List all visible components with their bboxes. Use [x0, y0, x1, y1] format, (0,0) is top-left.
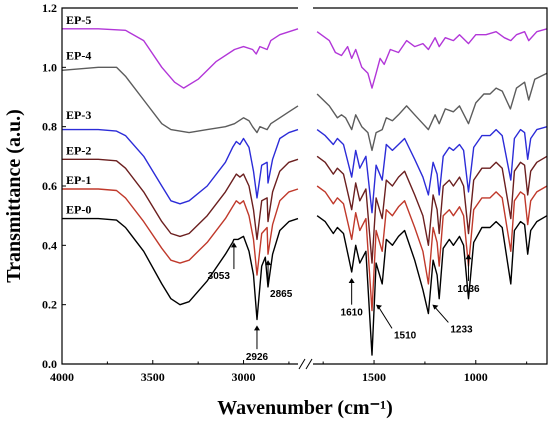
x-tick-label: 3000: [232, 370, 256, 384]
peak-annotation-1610: 1610: [341, 277, 364, 319]
plot-area: 0.0 0.2 0.4 0.6 0.8 1.0 1.2 4000 3500 3000 1500 100…: [42, 1, 548, 384]
annotation-arrowhead: [348, 277, 355, 283]
series-line-ep-5-left: [62, 28, 299, 89]
annotation-label: 2926: [246, 352, 269, 363]
series-label-ep-2: EP-2: [66, 143, 91, 157]
peak-annotation-1510: 1510: [376, 304, 417, 341]
peak-annotation-2926: 2926: [246, 325, 269, 363]
x-tick-label: 3500: [141, 370, 165, 384]
axis-break-mark: [298, 358, 306, 370]
y-tick-label: 0.4: [42, 238, 57, 252]
annotation-label: 1610: [341, 308, 364, 319]
annotation-label: 1233: [450, 324, 473, 335]
annotation-arrowhead: [465, 254, 472, 260]
series-line-ep-0-left: [62, 217, 299, 321]
y-tick-label: 0.2: [42, 298, 57, 312]
series-line-ep-1-left: [62, 188, 299, 276]
y-tick-label: 0.8: [42, 120, 57, 134]
y-tick-label: 1.2: [42, 1, 57, 15]
annotation-label: 1036: [457, 284, 480, 295]
series-layer: [61, 28, 548, 356]
peak-annotation-1233: 1233: [432, 304, 473, 335]
annotation-label: 1510: [394, 330, 417, 341]
annotation-label: 3053: [208, 271, 231, 282]
right-frame: [313, 7, 548, 365]
series-label-ep-4: EP-4: [66, 48, 91, 62]
annotation-arrowhead: [253, 325, 260, 331]
annotation-arrow: [378, 307, 393, 329]
series-label-ep-1: EP-1: [66, 173, 91, 187]
peak-annotation-1036: 1036: [457, 254, 480, 295]
annotation-label: 2865: [270, 289, 293, 300]
x-axis-title: Wavenumber (cm⁻¹): [217, 397, 393, 419]
series-line-ep-2-left: [62, 158, 299, 241]
series-line-ep-1-right: [316, 185, 548, 312]
annotation-arrowhead: [432, 304, 439, 310]
series-line-ep-4-right: [316, 72, 548, 152]
axis-break-mark: [305, 358, 313, 370]
annotation-arrowhead: [376, 304, 383, 310]
series-line-ep-4-left: [61, 66, 299, 134]
y-axis-title: Transmittance (a.u.): [3, 109, 25, 283]
series-labels-layer: EP-5 EP-4 EP-3 EP-2 EP-1 EP-0: [66, 13, 91, 217]
x-tick-label: 1500: [362, 370, 386, 384]
axes-layer: 0.0 0.2 0.4 0.6 0.8 1.0 1.2 4000 3500 3000 1500 100…: [42, 1, 548, 384]
annotation-arrowhead: [265, 260, 272, 266]
series-line-ep-0-right: [316, 215, 548, 356]
series-label-ep-3: EP-3: [66, 108, 91, 122]
peak-annotation-3053: 3053: [208, 242, 237, 282]
series-label-ep-5: EP-5: [66, 13, 91, 27]
peak-annotation-2865: 2865: [265, 260, 293, 300]
left-frame: [61, 7, 298, 365]
y-tick-label: 1.0: [42, 60, 57, 74]
series-label-ep-0: EP-0: [66, 203, 91, 217]
y-tick-label: 0.6: [42, 179, 57, 193]
series-line-ep-5-right: [316, 28, 548, 89]
x-tick-label: 1000: [464, 370, 488, 384]
y-tick-label: 0.0: [42, 357, 57, 371]
series-line-ep-3-right: [316, 126, 548, 214]
annotation-arrow: [434, 307, 449, 323]
series-line-ep-3-left: [62, 128, 299, 205]
series-line-ep-2-right: [316, 155, 548, 264]
annotations-layer: 3053 2926 2865 1610 1510 1233 1036: [208, 242, 480, 363]
annotation-arrowhead: [230, 242, 237, 248]
x-tick-label: 4000: [50, 370, 74, 384]
